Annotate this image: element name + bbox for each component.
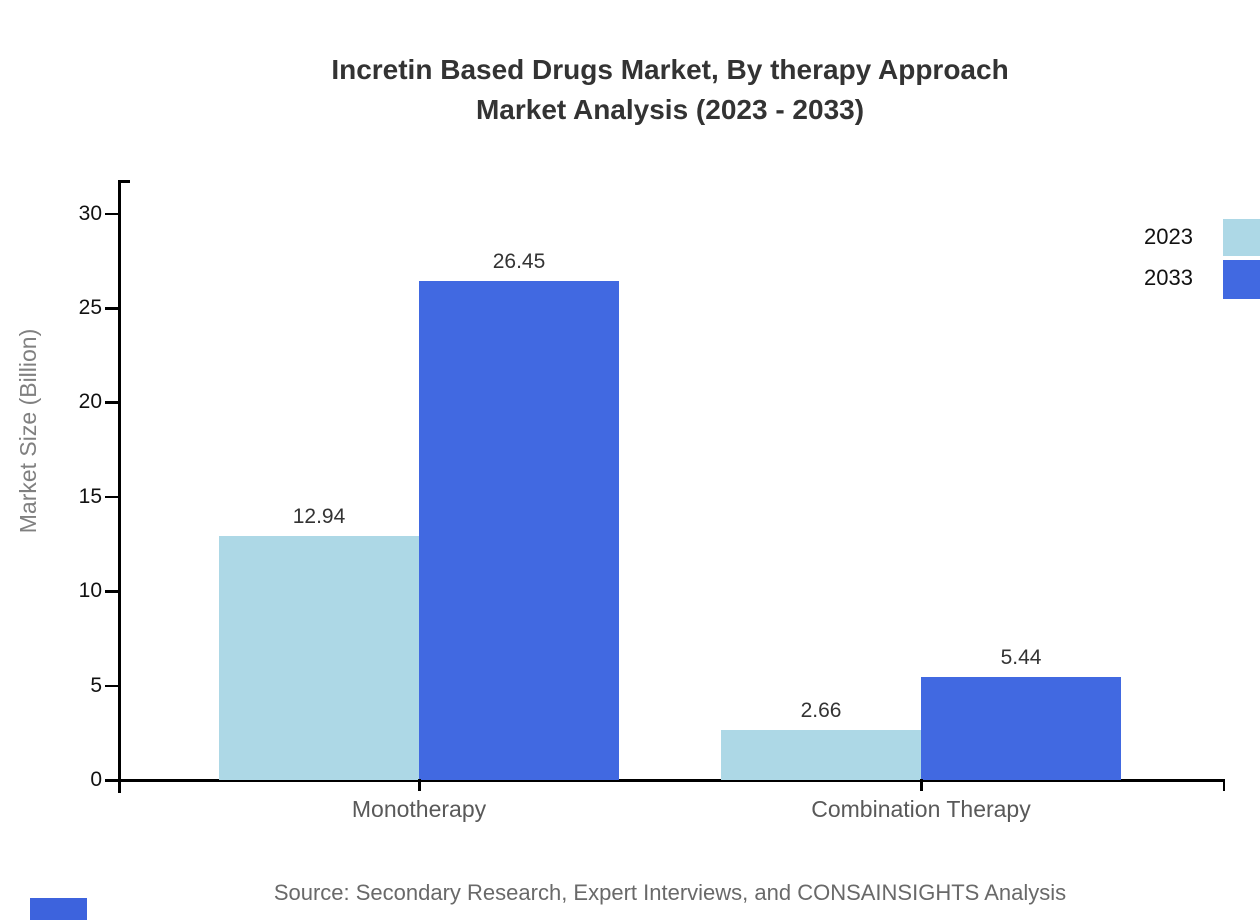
y-tick-label: 25 — [78, 296, 102, 319]
y-tick-mark — [105, 307, 118, 310]
y-axis-title: Market Size (Billion) — [15, 328, 41, 534]
bar-2033-monotherapy — [419, 280, 619, 780]
legend-swatch-2033 — [1223, 260, 1260, 299]
y-axis-top-cap-tick — [118, 180, 130, 183]
y-axis-line — [118, 180, 121, 793]
y-tick-label: 20 — [78, 390, 102, 414]
x-axis-end-tick — [1222, 779, 1225, 791]
y-tick-label: 10 — [78, 579, 102, 603]
bar-value-label: 5.44 — [1000, 646, 1042, 670]
bar-2023-monotherapy — [219, 535, 419, 780]
legend-label-2033: 2033 — [1144, 265, 1193, 290]
bar-value-label: 26.45 — [492, 249, 546, 273]
x-category-label: Monotherapy — [351, 796, 487, 822]
y-tick-label: 5 — [90, 673, 102, 697]
chart-title-line1: Incretin Based Drugs Market, By therapy … — [331, 54, 1009, 85]
bar-2023-combination-therapy — [721, 729, 921, 780]
x-tick-mark — [418, 779, 421, 791]
legend-label-2023: 2023 — [1144, 224, 1193, 249]
y-tick-mark — [105, 495, 118, 499]
x-axis-line — [118, 779, 1225, 782]
y-tick-mark — [105, 779, 118, 782]
y-tick-mark — [105, 401, 118, 404]
legend-swatch-2023 — [1223, 219, 1260, 256]
x-tick-mark — [920, 779, 923, 791]
bar-value-label: 12.94 — [292, 504, 346, 528]
y-tick-mark — [105, 590, 118, 593]
logo-mark — [30, 898, 87, 920]
y-tick-label: 0 — [90, 768, 102, 791]
y-tick-mark — [105, 684, 118, 688]
chart-title-line2: Market Analysis (2023 - 2033) — [475, 94, 865, 125]
y-tick-label: 15 — [78, 484, 102, 508]
source-note: Source: Secondary Research, Expert Inter… — [273, 880, 1067, 905]
x-category-label: Combination Therapy — [811, 796, 1031, 822]
y-tick-label: 30 — [78, 201, 102, 225]
y-tick-mark — [105, 212, 118, 216]
bar-2033-combination-therapy — [921, 677, 1121, 780]
bar-value-label: 2.66 — [800, 698, 842, 722]
chart-title: Incretin Based Drugs Market, By therapy … — [90, 50, 1250, 130]
